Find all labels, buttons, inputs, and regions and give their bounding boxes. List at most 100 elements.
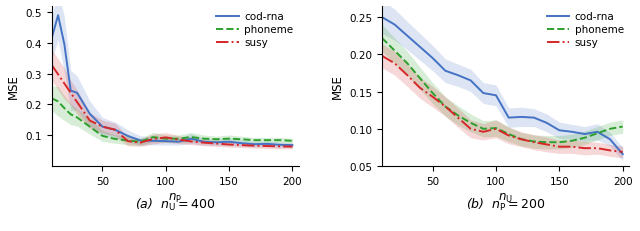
cod-rna — [48, 38, 56, 40]
cod-rna — [263, 143, 271, 146]
susy — [162, 137, 170, 139]
susy — [581, 147, 589, 150]
cod-rna — [403, 35, 411, 38]
susy — [391, 63, 399, 65]
X-axis label: $n_\mathrm{U}$: $n_\mathrm{U}$ — [498, 191, 513, 204]
phoneme — [86, 126, 93, 128]
phoneme — [429, 92, 436, 95]
cod-rna — [606, 138, 614, 141]
phoneme — [175, 138, 182, 140]
phoneme — [111, 138, 119, 141]
phoneme — [124, 140, 132, 142]
cod-rna — [530, 117, 538, 119]
phoneme — [581, 137, 589, 140]
phoneme — [54, 100, 62, 103]
cod-rna — [518, 116, 525, 119]
phoneme — [61, 107, 68, 110]
phoneme — [442, 106, 449, 108]
Line: phoneme: phoneme — [382, 39, 623, 143]
susy — [518, 138, 525, 141]
susy — [175, 139, 182, 141]
cod-rna — [175, 141, 182, 143]
cod-rna — [149, 140, 157, 143]
cod-rna — [416, 46, 424, 49]
susy — [556, 146, 563, 149]
cod-rna — [593, 131, 601, 134]
phoneme — [289, 140, 296, 143]
cod-rna — [391, 24, 399, 27]
Legend: cod-rna, phoneme, susy: cod-rna, phoneme, susy — [214, 10, 296, 50]
phoneme — [416, 77, 424, 80]
phoneme — [263, 139, 271, 142]
susy — [416, 87, 424, 90]
Text: (a)  $n_\mathrm{U} = 400$: (a) $n_\mathrm{U} = 400$ — [135, 196, 216, 212]
susy — [606, 149, 614, 152]
phoneme — [251, 139, 259, 142]
cod-rna — [188, 138, 195, 140]
phoneme — [188, 136, 195, 139]
cod-rna — [505, 117, 513, 119]
Line: cod-rna: cod-rna — [52, 16, 292, 146]
cod-rna — [86, 113, 93, 116]
susy — [467, 128, 474, 131]
cod-rna — [581, 133, 589, 136]
Line: susy: susy — [52, 66, 292, 147]
susy — [251, 145, 259, 147]
cod-rna — [124, 135, 132, 138]
cod-rna — [454, 74, 462, 77]
susy — [479, 131, 487, 134]
phoneme — [556, 141, 563, 144]
phoneme — [543, 141, 550, 144]
phoneme — [149, 136, 157, 139]
susy — [263, 145, 271, 148]
cod-rna — [162, 140, 170, 143]
phoneme — [454, 115, 462, 117]
Legend: cod-rna, phoneme, susy: cod-rna, phoneme, susy — [545, 10, 626, 50]
cod-rna — [136, 140, 144, 142]
susy — [67, 92, 75, 95]
phoneme — [162, 138, 170, 140]
phoneme — [73, 116, 81, 119]
cod-rna — [289, 144, 296, 147]
cod-rna — [543, 122, 550, 125]
susy — [200, 142, 207, 144]
cod-rna — [442, 70, 449, 73]
cod-rna — [479, 92, 487, 95]
phoneme — [391, 50, 399, 53]
phoneme — [593, 132, 601, 135]
X-axis label: $n_\mathrm{P}$: $n_\mathrm{P}$ — [168, 191, 182, 204]
susy — [238, 144, 246, 147]
cod-rna — [212, 141, 220, 144]
phoneme — [99, 135, 106, 138]
Line: susy: susy — [382, 57, 623, 152]
phoneme — [492, 127, 500, 130]
phoneme — [378, 37, 386, 40]
susy — [124, 140, 132, 143]
susy — [149, 138, 157, 141]
susy — [48, 64, 56, 67]
susy — [212, 143, 220, 145]
susy — [593, 147, 601, 150]
cod-rna — [61, 44, 68, 47]
cod-rna — [276, 144, 284, 146]
cod-rna — [568, 131, 576, 134]
susy — [543, 143, 550, 146]
cod-rna — [467, 80, 474, 82]
phoneme — [479, 128, 487, 131]
susy — [568, 146, 576, 149]
susy — [188, 140, 195, 143]
cod-rna — [429, 58, 436, 60]
cod-rna — [492, 94, 500, 97]
cod-rna — [111, 129, 119, 131]
susy — [530, 141, 538, 144]
phoneme — [67, 113, 75, 116]
susy — [61, 83, 68, 85]
Line: cod-rna: cod-rna — [382, 18, 623, 155]
cod-rna — [67, 90, 75, 93]
susy — [505, 134, 513, 137]
susy — [73, 101, 81, 104]
susy — [136, 142, 144, 144]
cod-rna — [251, 143, 259, 146]
cod-rna — [238, 142, 246, 145]
phoneme — [606, 128, 614, 131]
